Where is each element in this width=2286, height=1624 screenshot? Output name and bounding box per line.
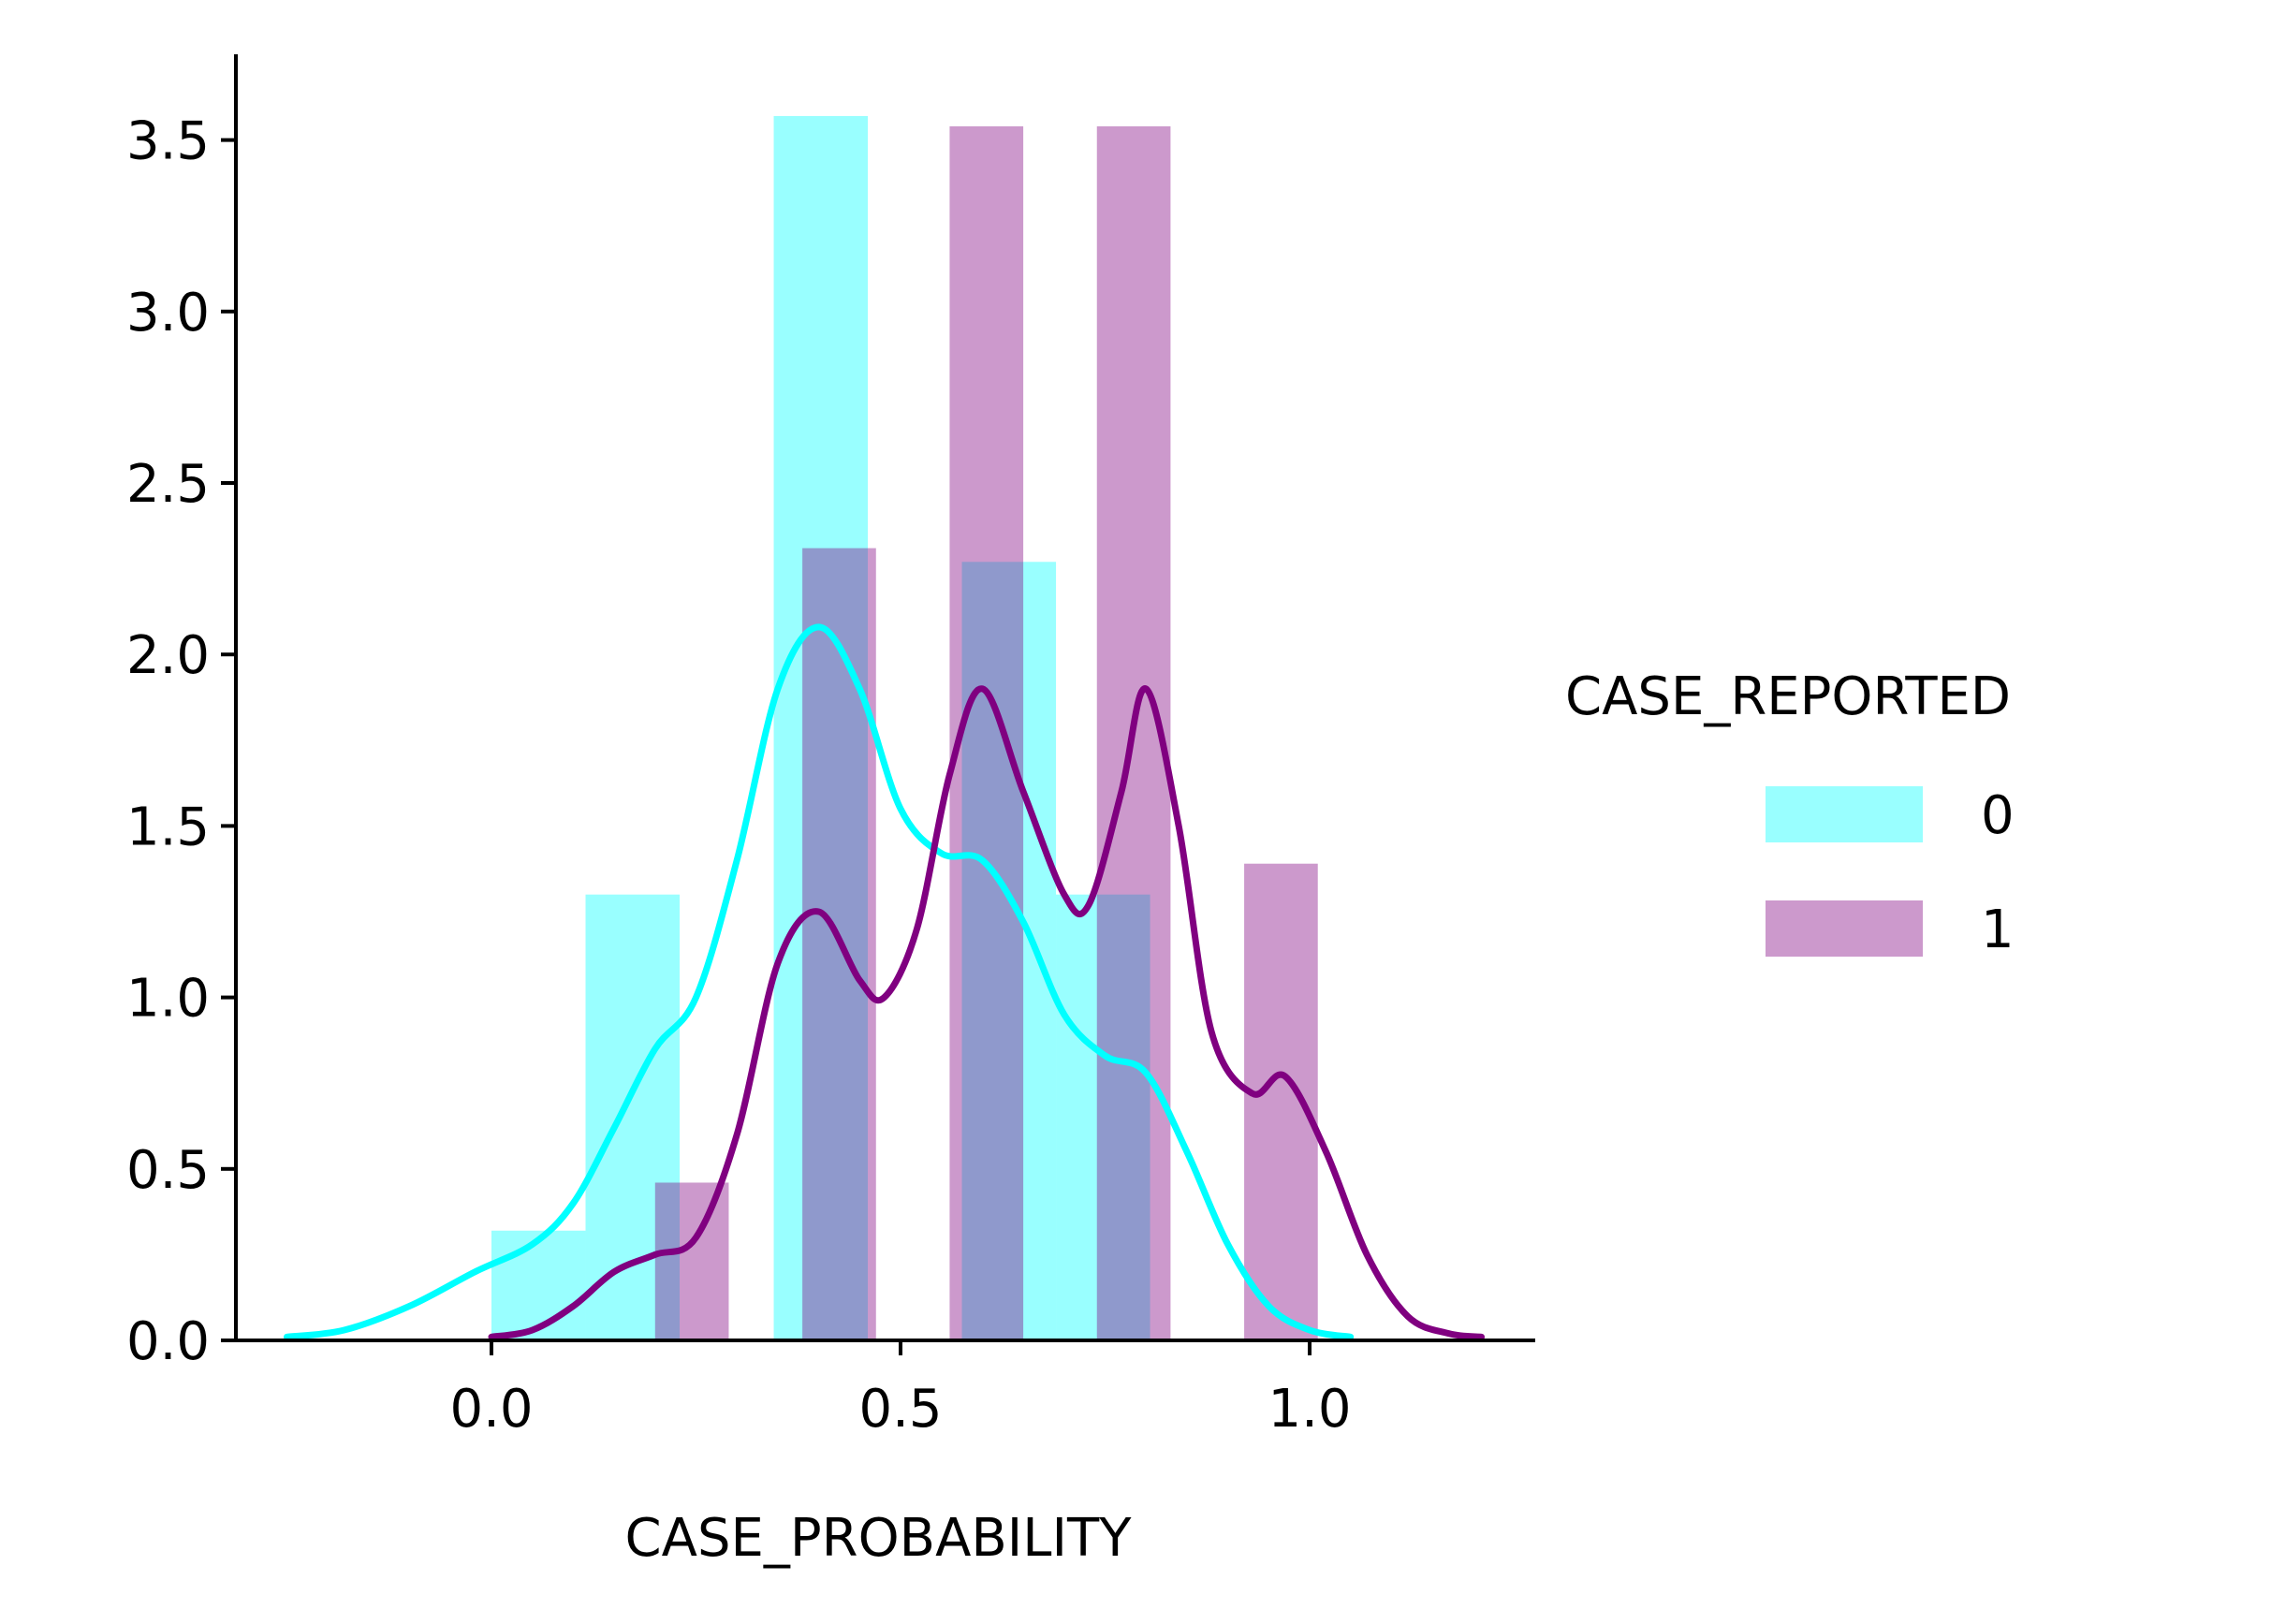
x-tick-label: 0.5 — [858, 1379, 942, 1440]
legend-title: CASE_REPORTED — [1565, 666, 2011, 727]
legend-swatch-0 — [1766, 786, 1923, 842]
y-tick-label: 2.0 — [126, 625, 210, 686]
y-tick-label: 0.5 — [126, 1140, 210, 1201]
ticks-layer: 0.0 0.5 1.0 1.5 2.0 2.5 3.0 3.5 0.0 0.5 1.0 — [126, 111, 1352, 1440]
bar-series-1-4 — [1244, 863, 1318, 1340]
legend: CASE_REPORTED 0 1 — [1565, 666, 2015, 960]
bar-series-1-0 — [654, 1182, 729, 1340]
y-tick-label: 0.0 — [126, 1311, 210, 1372]
bars-layer — [491, 115, 1318, 1341]
kde-layer — [284, 623, 1486, 1340]
y-tick-label: 3.5 — [126, 111, 210, 172]
bar-series-0-2 — [773, 115, 869, 1340]
kde-line-series-1 — [488, 685, 1486, 1340]
y-tick-label: 2.5 — [126, 454, 210, 515]
bar-series-0-4 — [1056, 894, 1150, 1340]
bar-series-0-0 — [491, 1230, 586, 1340]
legend-label-1: 1 — [1981, 900, 2015, 960]
x-tick-label: 1.0 — [1268, 1379, 1351, 1440]
axes-layer — [234, 54, 1535, 1342]
y-tick-label: 1.5 — [126, 797, 210, 857]
legend-label-0: 0 — [1981, 785, 2015, 846]
legend-swatch-1 — [1766, 900, 1923, 957]
y-tick-label: 3.0 — [126, 283, 210, 344]
y-tick-label: 1.0 — [126, 969, 210, 1030]
x-tick-label: 0.0 — [449, 1379, 533, 1440]
x-axis-title: CASE_PROBABILITY — [625, 1508, 1133, 1569]
kde-line-series-0 — [284, 623, 1355, 1340]
